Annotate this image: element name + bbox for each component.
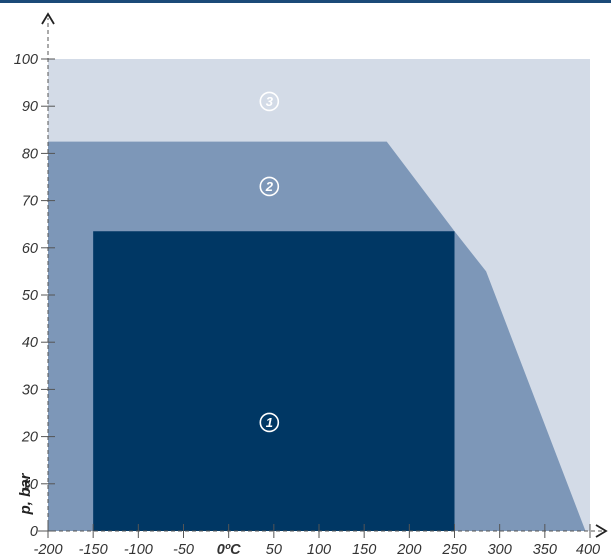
x-tick-label-unit: 0ºC [217,542,241,558]
x-tick-label: 350 [533,542,557,558]
y-tick-label: 40 [22,335,38,351]
region-1-label: 1 [266,415,273,430]
y-tick-label: 0 [30,524,38,540]
regions-layer [48,59,590,531]
region-2-label: 2 [265,179,274,194]
y-tick-label: 90 [22,99,38,115]
x-tick-label: -100 [124,542,153,558]
region-3-label: 3 [266,94,274,109]
x-tick-label: -150 [79,542,108,558]
y-tick-label: 30 [22,382,38,398]
y-tick-label: 20 [21,430,38,446]
x-tick-label: 100 [307,542,331,558]
y-tick-label: 60 [22,241,38,257]
x-tick-label: -50 [173,542,194,558]
x-tick-label: 150 [352,542,376,558]
x-tick-label: 50 [266,542,282,558]
x-tick-label: -200 [33,542,62,558]
y-axis-title: p, bar [17,472,34,515]
x-tick-label: 200 [396,542,421,558]
x-tick-label: 400 [576,542,600,558]
y-tick-label: 80 [22,146,38,162]
x-tick-label: 300 [488,542,512,558]
y-tick-label: 100 [14,52,38,68]
y-tick-label: 50 [22,288,38,304]
region-1-area [93,231,454,531]
x-tick-label: 250 [441,542,466,558]
y-tick-label: 70 [22,194,38,210]
